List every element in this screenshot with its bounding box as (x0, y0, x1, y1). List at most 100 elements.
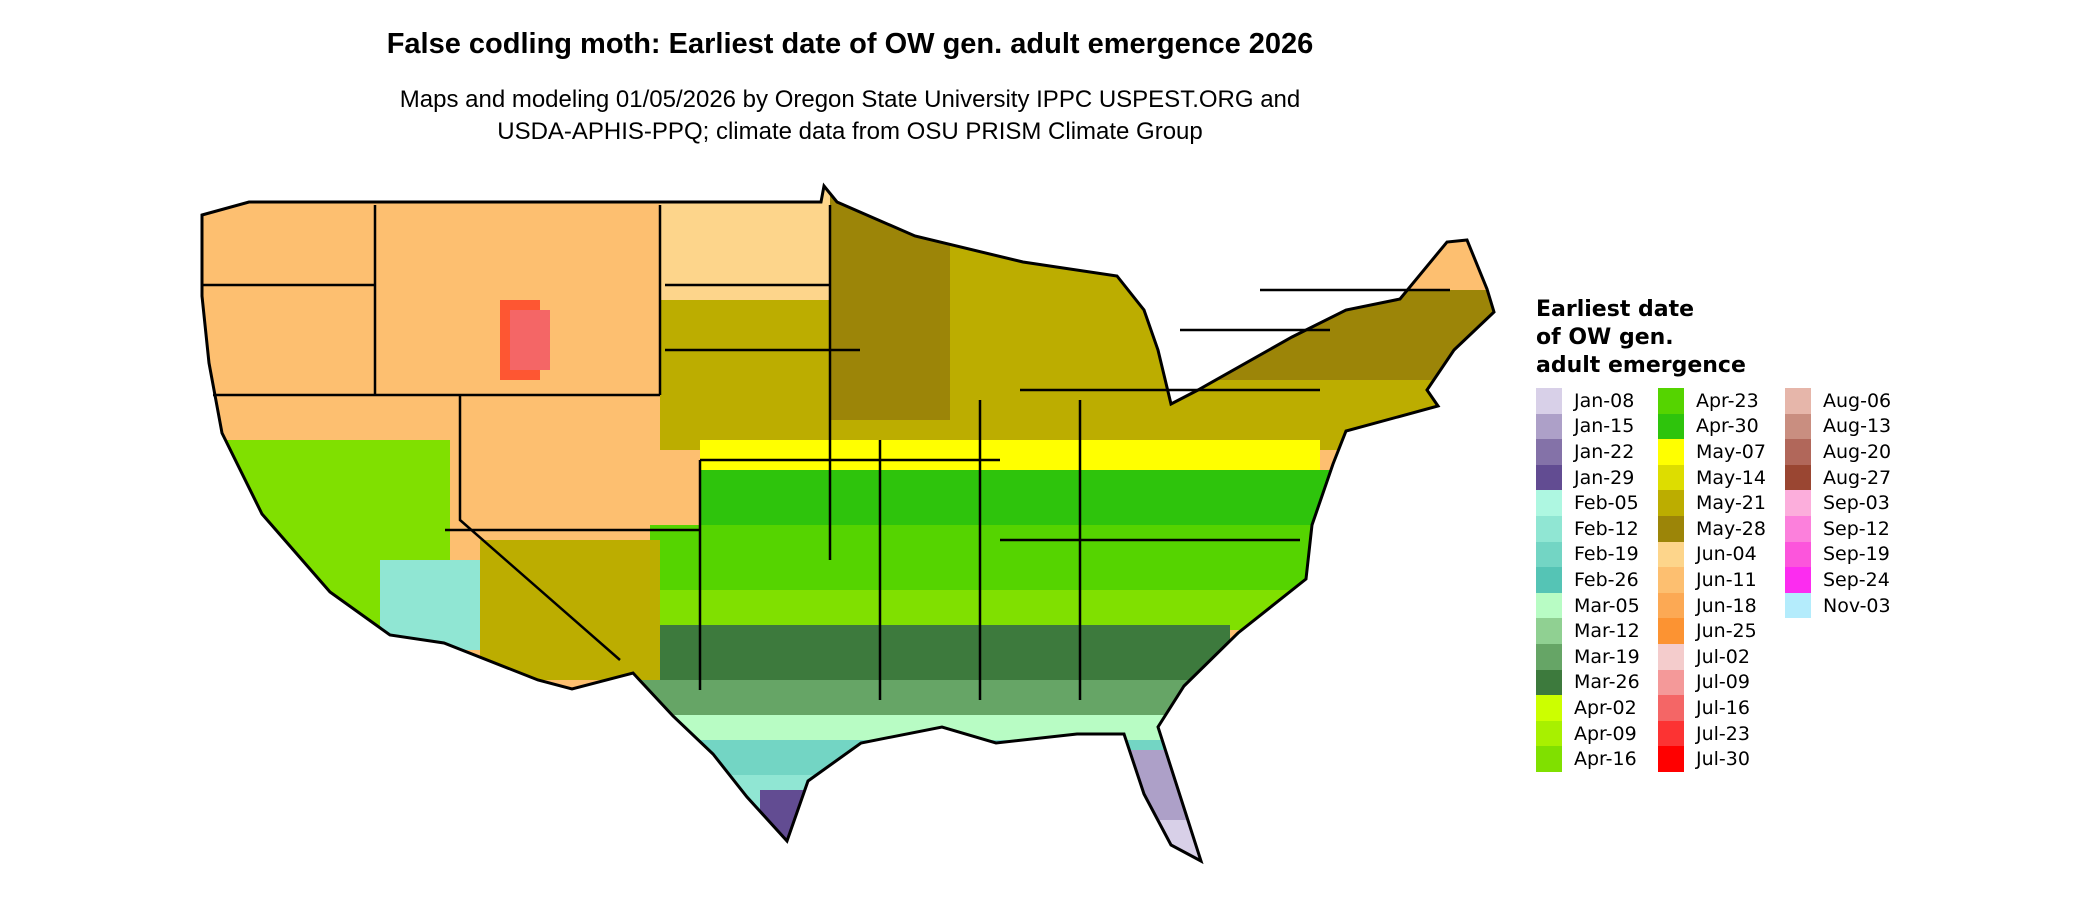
legend-label: Jul-09 (1696, 671, 1750, 694)
legend-swatch (1785, 388, 1811, 414)
legend-label: Mar-19 (1574, 645, 1640, 668)
legend-entries: Jan-08 Jan-15 Jan-22 Jan-29 Feb-05 Feb-12 Feb-… (1536, 388, 1891, 908)
legend-label: Jul-30 (1696, 748, 1750, 771)
legend-swatch (1536, 439, 1562, 465)
legend-swatch (1658, 567, 1684, 593)
legend-item: Feb-05 (1536, 490, 1640, 516)
legend-swatch (1536, 567, 1562, 593)
legend-item: Nov-03 (1785, 592, 1891, 619)
legend-label: Aug-13 (1823, 415, 1892, 438)
legend-label: Aug-27 (1823, 466, 1892, 489)
legend-label: Apr-23 (1696, 389, 1759, 412)
legend-item: Mar-19 (1536, 643, 1640, 670)
legend-label: Aug-06 (1823, 389, 1892, 412)
legend-label: May-28 (1696, 517, 1766, 540)
legend-label: Mar-26 (1574, 671, 1640, 694)
legend-swatch (1536, 541, 1562, 568)
legend-label: May-21 (1696, 492, 1766, 515)
legend-item: Jul-30 (1658, 746, 1766, 772)
legend-item: Apr-23 (1658, 388, 1766, 414)
legend-item: Apr-30 (1658, 413, 1766, 440)
legend-column: Aug-06 Aug-13 Aug-20 Aug-27 Sep-03 Sep-12 Sep-… (1785, 388, 1892, 619)
legend-label: Jun-04 (1696, 543, 1757, 566)
legend-label: Feb-26 (1574, 568, 1639, 591)
legend-label: Jun-18 (1696, 594, 1757, 617)
legend-title-line: of OW gen. (1536, 325, 1674, 350)
legend-label: Apr-09 (1574, 722, 1637, 745)
legend-label: Jun-11 (1696, 568, 1757, 591)
legend-item: Jan-15 (1536, 413, 1640, 440)
legend-swatch (1658, 490, 1684, 516)
legend-label: Mar-12 (1574, 620, 1640, 643)
legend-item: Jul-16 (1658, 695, 1766, 721)
legend-swatch (1658, 592, 1684, 619)
legend-item: Jun-11 (1658, 567, 1766, 593)
legend-swatch (1658, 669, 1684, 696)
legend-label: Jan-22 (1574, 440, 1635, 463)
legend-item: Sep-12 (1785, 515, 1891, 542)
legend-swatch (1785, 515, 1811, 542)
legend-item: Apr-16 (1536, 746, 1640, 772)
legend-label: Sep-03 (1823, 492, 1890, 515)
legend-title-line: adult emergence (1536, 353, 1746, 378)
legend-label: Feb-12 (1574, 517, 1639, 540)
legend-label: Sep-12 (1823, 517, 1890, 540)
legend-label: Jan-15 (1574, 415, 1635, 438)
map-subtitle: Maps and modeling 01/05/2026 by Oregon S… (0, 84, 1700, 148)
legend-item: Jan-08 (1536, 388, 1640, 414)
zone-jun11-ne (1300, 186, 1494, 290)
legend-item: Mar-26 (1536, 669, 1640, 696)
legend-label: May-14 (1696, 466, 1766, 489)
legend-swatch (1785, 439, 1811, 465)
legend-label: May-07 (1696, 440, 1766, 463)
legend-item: Jun-04 (1658, 541, 1766, 568)
legend-label: Sep-24 (1823, 568, 1890, 591)
state-borders (202, 205, 1450, 700)
zone-apr23 (650, 525, 1350, 595)
legend-label: Jul-16 (1696, 696, 1750, 719)
legend-item: Jul-02 (1658, 643, 1766, 670)
legend-item: Sep-19 (1785, 541, 1891, 568)
legend-swatch (1785, 541, 1811, 568)
legend-swatch (1658, 413, 1684, 440)
legend-item: Aug-27 (1785, 464, 1892, 491)
legend-swatch (1658, 515, 1684, 542)
zone-jul16-wy (510, 310, 550, 370)
legend-swatch (1536, 618, 1562, 644)
legend-swatch (1658, 720, 1684, 747)
legend-swatch (1536, 643, 1562, 670)
subtitle-line-2: USDA-APHIS-PPQ; climate data from OSU PR… (497, 118, 1203, 145)
legend-item: Feb-19 (1536, 541, 1640, 568)
legend-item: Aug-20 (1785, 439, 1891, 465)
legend-item: Feb-26 (1536, 567, 1640, 593)
legend-item: Apr-09 (1536, 720, 1640, 747)
legend-item: May-28 (1658, 515, 1766, 542)
legend-label: Feb-19 (1574, 543, 1639, 566)
legend-swatch (1658, 746, 1684, 772)
legend-swatch (1536, 464, 1562, 491)
legend-item: Aug-06 (1785, 388, 1891, 414)
legend-swatch (1536, 490, 1562, 516)
legend-item: Jul-09 (1658, 669, 1766, 696)
legend-item: Aug-13 (1785, 413, 1892, 440)
legend-item: Jul-23 (1658, 720, 1766, 747)
legend-item: Jun-25 (1658, 618, 1766, 644)
zone-mar26 (630, 625, 1230, 685)
legend-swatch (1536, 720, 1562, 747)
legend-label: Sep-19 (1823, 543, 1890, 566)
legend-item: May-21 (1658, 490, 1766, 516)
zone-mar19 (630, 680, 1250, 720)
legend-swatch (1658, 541, 1684, 568)
legend-label: Jun-25 (1696, 620, 1757, 643)
legend-item: Jan-29 (1536, 464, 1640, 491)
legend-label: Mar-05 (1574, 594, 1640, 617)
legend-swatch (1536, 413, 1562, 440)
legend-swatch (1785, 490, 1811, 516)
legend-item: May-07 (1658, 439, 1766, 465)
legend-label: Apr-16 (1574, 748, 1637, 771)
legend-item: Sep-03 (1785, 490, 1891, 516)
legend-label: Aug-20 (1823, 440, 1892, 463)
legend-swatch (1658, 695, 1684, 721)
legend-item: Mar-12 (1536, 618, 1640, 644)
legend-label: Jul-02 (1696, 645, 1750, 668)
